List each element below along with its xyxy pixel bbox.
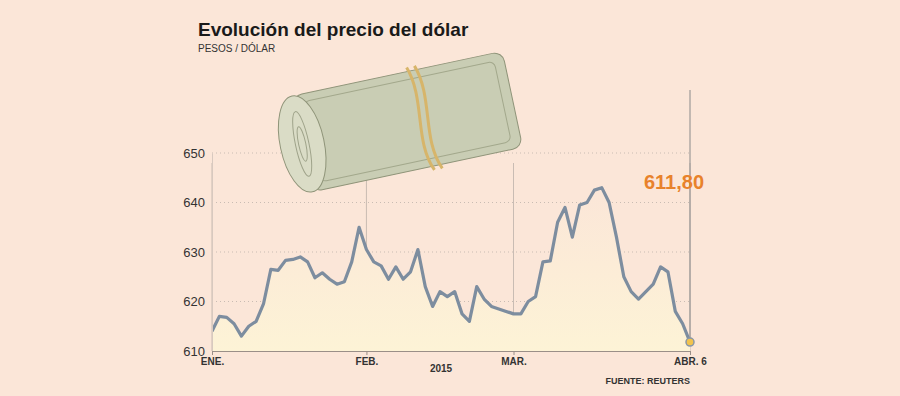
x-axis: ENE. FEB. MAR. ABR. 6 (201, 351, 707, 367)
annotation-leader (690, 90, 691, 342)
tick-label: FEB. (356, 356, 379, 367)
tick-label: ABR. 6 (674, 356, 707, 367)
axis-line (212, 154, 213, 352)
marks (212, 188, 690, 351)
tick-label: MAR. (501, 356, 527, 367)
y-axis: 610620630640650 (183, 146, 212, 359)
tick-mark (212, 351, 213, 355)
bill-spiral (289, 110, 316, 177)
bill-spiral (295, 126, 309, 162)
tick-label: 620 (183, 294, 205, 309)
tick: 620 (183, 294, 212, 309)
tick-mark (690, 351, 691, 355)
x-label: 2015 (430, 363, 453, 374)
tick-mark (514, 351, 515, 355)
bill-roll (292, 51, 523, 192)
line (212, 188, 690, 342)
bill-border (303, 61, 511, 182)
source: FUENTE: REUTERS (605, 376, 690, 386)
end-point (686, 338, 694, 346)
background (0, 0, 900, 396)
subtitle: PESOS / DÓLAR (198, 42, 275, 54)
bill-end (270, 91, 333, 196)
tick-mark (366, 351, 367, 355)
axis-line (213, 352, 691, 356)
area (212, 188, 690, 351)
tick: ENE. (201, 351, 225, 367)
tick-label: 630 (183, 245, 205, 260)
tick: MAR. (501, 351, 527, 367)
tick-label: 650 (183, 146, 205, 161)
decoration (270, 47, 524, 200)
tick: 650 (183, 146, 212, 161)
tick-label: 640 (183, 195, 205, 210)
chart: 610620630640650ENE.FEB.MAR.ABR. 6611,80E… (0, 0, 900, 396)
tick: 630 (183, 245, 212, 260)
tick: 640 (183, 195, 212, 210)
tick: ABR. 6 (674, 351, 707, 367)
grid (212, 153, 690, 351)
annotation: 611,80 (644, 171, 704, 193)
rubber-band (414, 65, 442, 170)
title: Evolución del precio del dólar (198, 19, 469, 40)
grid-line (212, 202, 690, 203)
tick-label: ENE. (201, 356, 225, 367)
tick: FEB. (356, 351, 379, 367)
